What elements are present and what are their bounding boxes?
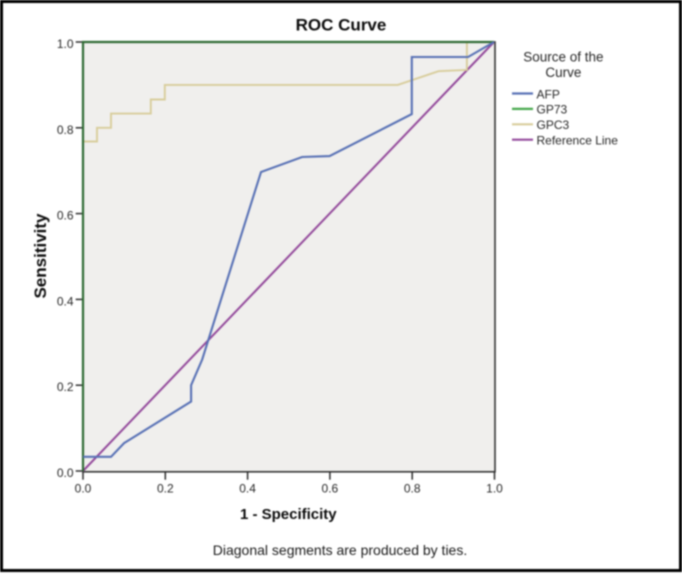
svg-text:0.4: 0.4 <box>57 294 74 308</box>
svg-text:Sensitivity: Sensitivity <box>31 213 50 299</box>
svg-text:0.8: 0.8 <box>404 482 421 496</box>
svg-text:0.0: 0.0 <box>75 482 92 496</box>
svg-text:0.2: 0.2 <box>57 380 74 394</box>
svg-text:0.6: 0.6 <box>322 482 339 496</box>
svg-text:GP73: GP73 <box>537 103 568 117</box>
svg-text:Source of the: Source of the <box>523 50 603 65</box>
svg-text:0.4: 0.4 <box>239 482 256 496</box>
svg-text:0.6: 0.6 <box>57 209 74 223</box>
svg-text:ROC Curve: ROC Curve <box>296 16 387 35</box>
svg-text:GPC3: GPC3 <box>537 118 570 132</box>
svg-text:0.2: 0.2 <box>157 482 174 496</box>
svg-text:Diagonal segments are produced: Diagonal segments are produced by ties. <box>213 542 467 558</box>
svg-text:Reference Line: Reference Line <box>537 134 619 148</box>
svg-text:1.0: 1.0 <box>57 37 74 51</box>
svg-text:0.0: 0.0 <box>57 466 74 480</box>
svg-text:Curve: Curve <box>545 65 581 80</box>
svg-text:0.8: 0.8 <box>57 123 74 137</box>
svg-text:1.0: 1.0 <box>486 482 503 496</box>
svg-text:1 - Specificity: 1 - Specificity <box>240 506 337 523</box>
svg-text:AFP: AFP <box>537 87 560 101</box>
